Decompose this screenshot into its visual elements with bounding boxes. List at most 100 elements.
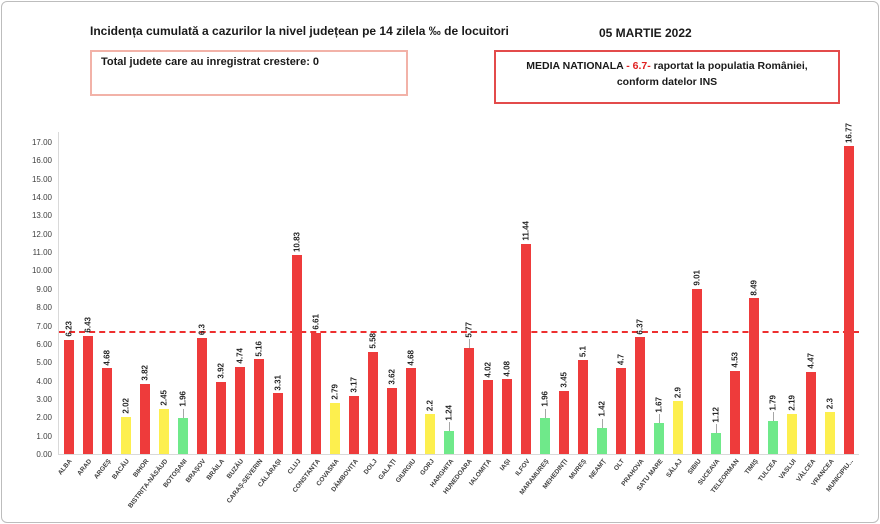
bar-value-label: 4.47	[806, 353, 816, 369]
bar-value-label: 1.42	[597, 401, 607, 417]
y-tick-label: 15.00	[31, 174, 52, 184]
bar-value-label: 4.7	[616, 353, 626, 365]
label-leader-line	[182, 409, 184, 419]
label-leader-line	[468, 339, 470, 349]
bar-value-label: 2.19	[787, 395, 797, 411]
x-axis-label: ILFOV	[513, 458, 532, 478]
bar-value-label: 9.01	[692, 270, 702, 286]
bar	[425, 413, 436, 454]
bar-slot-olt: 4.7 OLT	[611, 142, 630, 473]
media-value: - 6.7-	[626, 60, 654, 72]
bar-slot-sibiu: 9.01 SIBIU	[686, 142, 707, 476]
bar	[120, 416, 131, 454]
bar-slot-brăila: 3.92 BRĂILA	[206, 142, 230, 481]
bar-slot-călărași: 3.31 CĂLĂRAȘI	[257, 142, 288, 489]
national-average-box: MEDIA NATIONALA - 6.7- raportat la popul…	[494, 50, 840, 104]
bar	[463, 348, 474, 454]
national-average-line	[59, 331, 859, 334]
bar	[558, 390, 569, 454]
bar-slot-constanța: 6.61 CONSTANȚA	[291, 142, 326, 494]
y-tick-label: 2.00	[36, 413, 52, 423]
bar-slot-covasna: 2.79 COVASNA	[315, 142, 345, 487]
bars: 6.23 ALBA 6.43 ARAD 4.68 ARGEȘ 2.02 BACĂU 3.82 BI…	[57, 123, 859, 509]
bar	[806, 371, 817, 454]
bar-slot-bihor: 3.82 BIHOR	[132, 142, 154, 478]
bar-value-label: 5.16	[254, 340, 264, 357]
bar-slot-vrancea: 2.3 VRANCEA	[811, 142, 840, 488]
bar-value-label: 8.49	[749, 279, 759, 296]
x-axis-label: SĂLAJ	[664, 458, 684, 480]
y-tick-label: 10.00	[31, 266, 52, 276]
bar-slot-arad: 6.43 ARAD	[76, 142, 97, 477]
bar-slot-galați: 3.62 GALAȚI	[377, 142, 402, 481]
bar-value-label: 1.67	[654, 396, 664, 413]
bar-value-label: 5.58	[368, 333, 378, 349]
bar	[692, 288, 703, 454]
bar-value-label: 6.23	[64, 321, 74, 337]
bar	[444, 431, 455, 454]
bar	[101, 368, 112, 454]
bar	[311, 332, 322, 454]
x-axis-line	[58, 454, 859, 455]
bar-value-label: 3.62	[387, 368, 397, 385]
x-axis-label: SIBIU	[686, 458, 703, 476]
bar-slot-hunedoara: 5.77 HUNEDOARA	[443, 142, 478, 496]
media-line2: conform datelor INS	[616, 76, 718, 89]
bar	[482, 380, 493, 454]
bar-slot-mehedinți: 3.45 MEHEDINȚI	[542, 142, 573, 490]
bar-value-label: 3.31	[273, 374, 283, 391]
x-axis-label: ARGEȘ	[92, 458, 113, 481]
label-leader-line	[716, 424, 718, 434]
bar-value-label: 3.17	[349, 377, 359, 393]
bar	[196, 338, 207, 454]
bar-slot-tulcea: 1.79 TULCEA	[757, 142, 783, 484]
bar-value-label: 3.82	[140, 365, 150, 381]
media-prefix: MEDIA NATIONALA	[526, 60, 627, 72]
bar-slot-bistrița-năsăud: 2.45 BISTRIȚA-NĂSĂUD	[127, 142, 173, 509]
bar-value-label: 6.37	[635, 318, 645, 335]
bar	[273, 393, 284, 454]
bar-slot-botoșani: 1.96 BOTOȘANI	[162, 142, 192, 489]
y-tick-label: 17.00	[31, 138, 52, 147]
bar-slot-suceava: 1.12 SUCEAVA	[697, 142, 726, 487]
bar	[749, 298, 760, 454]
bar-slot-timiș: 8.49 TIMIȘ	[744, 142, 764, 476]
y-tick-label: 0.00	[36, 450, 52, 459]
bar-value-label: 6.61	[311, 314, 321, 330]
bar-value-label: 6.3	[197, 324, 207, 336]
bar-slot-satu mare: 1.67 SATU MARE	[635, 142, 668, 493]
bar	[349, 395, 360, 454]
bar	[253, 359, 264, 454]
x-axis-label: CLUJ	[286, 458, 303, 476]
y-tick-label: 16.00	[31, 156, 52, 166]
bar-value-label: 1.12	[711, 406, 721, 423]
bar-slot-giurgiu: 4.68 GIURGIU	[394, 142, 421, 485]
media-suffix: raportat la populatia României,	[653, 60, 808, 72]
label-leader-line	[544, 409, 546, 419]
bar	[292, 255, 303, 454]
bar-slot-vaslui: 2.19 VASLUI	[778, 142, 802, 480]
bar-slot-bacău: 2.02 BACĂU	[111, 142, 135, 480]
bar-slot-ialomița: 4.02 IALOMIȚA	[468, 142, 497, 487]
x-axis-label: ALBA	[57, 458, 75, 477]
bar-slot-argeș: 4.68 ARGEȘ	[92, 142, 116, 481]
x-axis-label: ARAD	[76, 458, 94, 478]
bar	[787, 413, 798, 454]
bar	[215, 382, 226, 454]
bar	[82, 336, 93, 454]
y-tick-label: 12.00	[31, 229, 52, 239]
bar-value-label: 4.74	[235, 348, 245, 365]
bar	[177, 418, 188, 454]
bar-slot-dâmbovița: 3.17 DÂMBOVIȚA	[330, 142, 364, 493]
bar	[520, 244, 531, 454]
bar	[501, 379, 512, 454]
bar-slot-maramureș: 1.96 MARAMUREȘ	[518, 142, 554, 496]
bar-slot-caraș-severin: 5.16 CARAȘ-SEVERIN	[226, 142, 268, 505]
bar-slot-ilfov: 11.44 ILFOV	[514, 142, 535, 477]
bar-value-label: 2.02	[121, 398, 131, 414]
bar	[730, 370, 741, 454]
label-leader-line	[773, 412, 775, 422]
y-tick-label: 13.00	[31, 211, 52, 221]
x-axis-label: BACĂU	[111, 458, 132, 481]
bar-slot-neamț: 1.42 NEAMȚ	[588, 142, 611, 480]
